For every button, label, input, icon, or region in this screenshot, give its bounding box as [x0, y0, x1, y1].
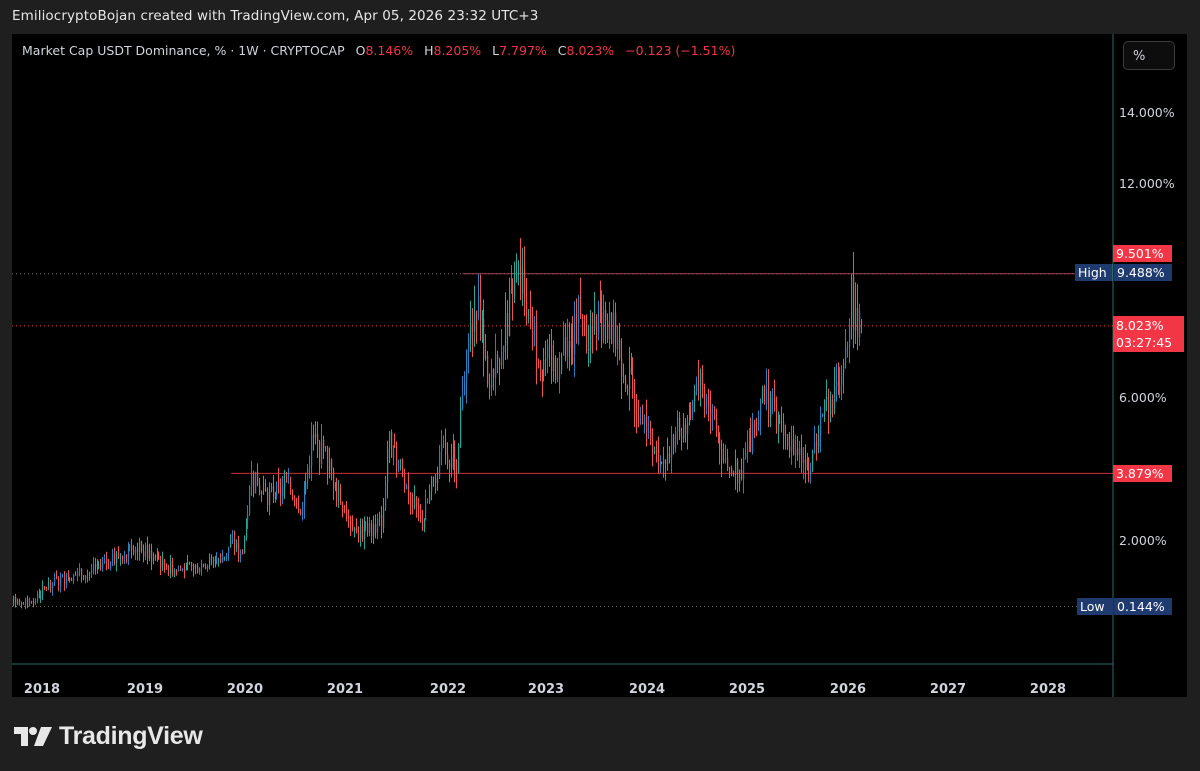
low-value: 7.797% — [499, 43, 547, 58]
high-value: 8.205% — [433, 43, 482, 58]
y-tick: 12.000% — [1119, 176, 1175, 191]
percent-scale-button[interactable]: % — [1123, 41, 1175, 70]
open-value: 8.146% — [365, 43, 414, 58]
low-price-label: 0.144% — [1114, 598, 1172, 615]
candlestick-plot[interactable] — [12, 34, 1187, 697]
tradingview-mark-icon — [14, 726, 52, 746]
x-tick: 2025 — [728, 682, 766, 697]
y-tick: 14.000% — [1119, 105, 1175, 120]
y-tick: 6.000% — [1119, 390, 1167, 405]
credit-line: EmiliocryptoBojan created with TradingVi… — [12, 8, 539, 24]
symbol-title[interactable]: Market Cap USDT Dominance, % · 1W · CRYP… — [22, 43, 345, 58]
x-tick: 2026 — [829, 682, 867, 697]
x-tick: 2027 — [929, 682, 967, 697]
chart-legend: Market Cap USDT Dominance, % · 1W · CRYP… — [22, 43, 735, 58]
last-price-label: 8.023% 03:27:45 — [1113, 316, 1184, 352]
x-tick: 2020 — [226, 682, 264, 697]
chart-pane[interactable]: Market Cap USDT Dominance, % · 1W · CRYP… — [12, 34, 1187, 697]
tradingview-wordmark: TradingView — [59, 722, 203, 750]
x-tick: 2028 — [1029, 682, 1067, 697]
candles — [12, 238, 863, 610]
x-tick: 2018 — [23, 682, 61, 697]
open-label: O — [355, 43, 366, 58]
support-price-label: 3.879% — [1113, 465, 1172, 482]
high-price-label: 9.488% — [1114, 264, 1172, 281]
x-tick: 2024 — [628, 682, 666, 697]
x-tick: 2022 — [429, 682, 467, 697]
last-price-value: 8.023% — [1116, 318, 1164, 333]
high-label: H — [424, 43, 434, 58]
horizontal-levels — [12, 273, 1113, 607]
low-label: L — [492, 43, 500, 58]
low-tag: Low — [1077, 598, 1113, 615]
prev-high-price-label: 9.501% — [1113, 245, 1172, 262]
y-tick: 2.000% — [1119, 533, 1167, 548]
change-value: −0.123 (−1.51%) — [625, 43, 736, 58]
x-tick: 2023 — [527, 682, 565, 697]
tradingview-logo[interactable]: TradingView — [14, 722, 203, 751]
close-value: 8.023% — [566, 43, 615, 58]
x-tick: 2019 — [126, 682, 164, 697]
close-label: C — [557, 43, 567, 58]
bar-countdown: 03:27:45 — [1116, 335, 1173, 350]
high-tag: High — [1075, 264, 1113, 281]
x-tick: 2021 — [326, 682, 364, 697]
